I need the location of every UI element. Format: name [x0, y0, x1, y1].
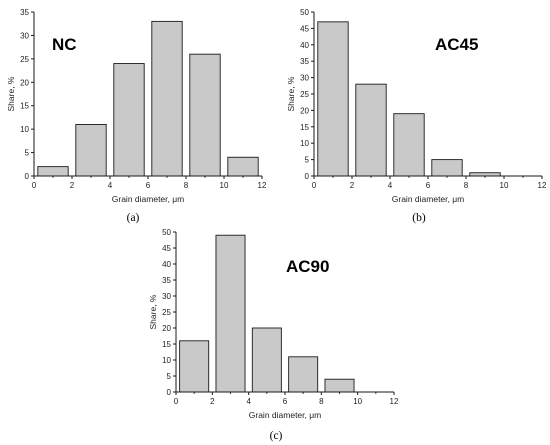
x-tick-label: 6 [146, 181, 151, 190]
y-tick-label: 50 [300, 8, 309, 17]
bar [215, 234, 246, 393]
bar [37, 166, 69, 177]
x-tick-label: 2 [70, 181, 75, 190]
y-tick-label: 35 [300, 57, 309, 66]
bar [317, 21, 349, 177]
y-tick-label: 5 [167, 372, 172, 381]
panel-title: AC45 [435, 35, 478, 54]
bar [251, 327, 282, 393]
y-tick-label: 10 [300, 139, 309, 148]
y-tick-label: 15 [162, 340, 171, 349]
y-tick-label: 20 [300, 106, 309, 115]
x-tick-label: 10 [220, 181, 229, 190]
bar [113, 63, 145, 177]
y-tick-label: 40 [162, 260, 171, 269]
y-tick-label: 30 [20, 31, 29, 40]
x-tick-label: 10 [353, 397, 362, 406]
x-axis-label: Grain diameter, μm [392, 194, 464, 204]
x-tick-label: 2 [210, 397, 215, 406]
x-tick-label: 4 [108, 181, 113, 190]
panel-title: AC90 [286, 257, 329, 276]
chart-panel-c: 0 2 4 6 8 10 12 0 5 10 15 20 25 30 35 40 45 50 Grain diame… [148, 228, 399, 442]
x-tick-label: 8 [464, 181, 469, 190]
bar [189, 53, 221, 177]
y-tick-label: 30 [300, 74, 309, 83]
y-tick-label: 40 [300, 41, 309, 50]
chart-panel-b: 0 2 4 6 8 10 12 0 5 10 15 20 25 30 35 40 45 50 Grain diame… [286, 8, 547, 224]
x-tick-label: 0 [312, 181, 317, 190]
x-tick-label: 2 [350, 181, 355, 190]
x-tick-label: 12 [258, 181, 267, 190]
y-tick-label: 45 [162, 244, 171, 253]
panel-caption: (b) [412, 212, 426, 224]
y-tick-label: 35 [162, 276, 171, 285]
bar [179, 340, 210, 393]
y-tick-label: 0 [25, 172, 30, 181]
y-tick-label: 0 [167, 388, 172, 397]
y-tick-label: 10 [20, 125, 29, 134]
y-axis-label: Share, % [286, 76, 296, 111]
y-tick-label: 15 [300, 123, 309, 132]
bar [393, 113, 425, 177]
x-tick-label: 6 [283, 397, 288, 406]
x-tick-label: 0 [32, 181, 37, 190]
bar [355, 83, 387, 177]
x-tick-label: 4 [246, 397, 251, 406]
x-tick-label: 8 [319, 397, 324, 406]
bar [151, 20, 183, 177]
y-tick-label: 5 [305, 156, 310, 165]
x-tick-label: 12 [390, 397, 399, 406]
y-tick-label: 25 [162, 308, 171, 317]
x-tick-label: 6 [426, 181, 431, 190]
bar [431, 159, 463, 177]
bar [75, 124, 107, 177]
y-axis-label: Share, % [148, 294, 158, 329]
bar [288, 356, 319, 393]
x-tick-label: 12 [538, 181, 547, 190]
y-tick-label: 20 [20, 78, 29, 87]
y-tick-label: 5 [25, 149, 30, 158]
y-tick-label: 0 [305, 172, 310, 181]
panel-title: NC [52, 35, 77, 54]
x-tick-label: 10 [500, 181, 509, 190]
y-tick-label: 25 [20, 55, 29, 64]
y-tick-label: 45 [300, 24, 309, 33]
panel-caption: (c) [270, 430, 283, 442]
x-axis-label: Grain diameter, μm [249, 410, 321, 420]
y-tick-label: 25 [300, 90, 309, 99]
y-tick-label: 20 [162, 324, 171, 333]
chart-panel-a: 0 2 4 6 8 10 12 0 5 10 15 20 25 30 35 Grain diameter, μ… [6, 8, 267, 224]
y-tick-label: 15 [20, 102, 29, 111]
x-tick-label: 0 [174, 397, 179, 406]
y-tick-label: 30 [162, 292, 171, 301]
y-axis-label: Share, % [6, 76, 16, 111]
bar [227, 156, 259, 177]
x-tick-label: 4 [388, 181, 393, 190]
y-tick-label: 50 [162, 228, 171, 237]
bar [324, 378, 355, 393]
panel-caption: (a) [127, 212, 140, 224]
x-axis-label: Grain diameter, μm [112, 194, 184, 204]
x-tick-label: 8 [184, 181, 189, 190]
y-tick-label: 10 [162, 356, 171, 365]
y-tick-label: 35 [20, 8, 29, 17]
